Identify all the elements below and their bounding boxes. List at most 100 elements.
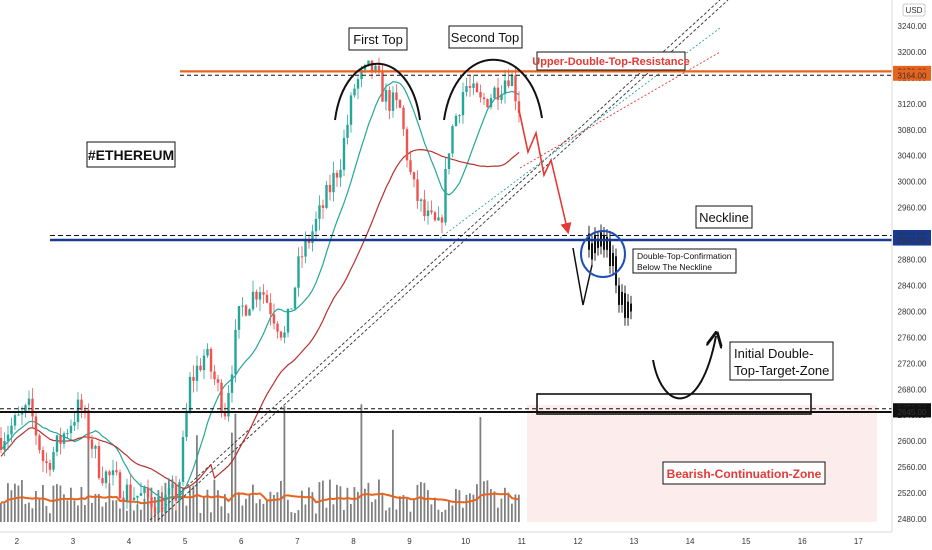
volume-bar xyxy=(94,493,97,522)
volume-bar xyxy=(140,509,142,522)
trend-line xyxy=(149,0,721,521)
volume-bar xyxy=(248,494,251,522)
candle-body xyxy=(489,98,493,108)
volume-bar xyxy=(462,507,464,522)
target-zone-label: Initial Double- Top-Target-Zone xyxy=(729,341,834,381)
volume-bar xyxy=(413,498,415,522)
candle-body xyxy=(412,172,416,180)
volume-bar xyxy=(42,484,44,522)
trend-line xyxy=(157,0,729,521)
price-tag xyxy=(893,69,931,81)
candle-body xyxy=(416,179,419,202)
volume-bar xyxy=(119,508,121,522)
second-top-label: Second Top xyxy=(448,25,523,49)
volume-bar xyxy=(364,488,366,522)
projected-candle-body xyxy=(606,236,608,250)
candle-body xyxy=(164,494,167,512)
volume-bar xyxy=(182,488,184,522)
volume-bar xyxy=(273,494,275,522)
candle-body xyxy=(62,433,66,444)
price-tick-label: 2600.00 xyxy=(898,437,927,446)
volume-bar xyxy=(206,489,209,522)
candle-body xyxy=(80,399,83,410)
volume-bar xyxy=(451,505,454,522)
candle-body xyxy=(258,292,262,300)
candle-body xyxy=(118,472,122,499)
candle-body xyxy=(48,462,52,470)
candle-body xyxy=(262,292,265,295)
price-tick-label: 2760.00 xyxy=(898,333,927,342)
projected-candle-body xyxy=(615,256,617,286)
volume-bar xyxy=(52,485,55,522)
candle-body xyxy=(395,92,398,101)
time-axis: 2 3 4 5 6 7 8 9 10 11 12 13 14 15 16 17 xyxy=(0,531,892,546)
candle-body xyxy=(31,398,34,417)
resistance-label: Upper-Double-Top-Resistance xyxy=(532,51,690,71)
candle-body xyxy=(101,478,104,484)
candle-body xyxy=(45,461,48,463)
candle-body xyxy=(83,409,87,411)
bearish-zone-label: Bearish-Continuation-Zone xyxy=(662,461,826,485)
volume-bar xyxy=(511,503,513,522)
volume-bar xyxy=(252,484,254,522)
candle-body xyxy=(283,332,286,338)
candle-body xyxy=(384,90,388,102)
projected-candle-body xyxy=(594,234,596,254)
volume-bar xyxy=(329,479,331,522)
candle-body xyxy=(146,487,150,498)
volume-bar xyxy=(196,435,198,522)
candle-body xyxy=(174,484,178,501)
price-candles xyxy=(0,57,632,521)
time-tick-labels: 2 3 4 5 6 7 8 9 10 11 12 13 14 15 16 17 xyxy=(15,537,864,546)
candle-body xyxy=(440,217,444,223)
volume-bar xyxy=(283,405,286,522)
price-tick-label: 3200.00 xyxy=(898,48,927,57)
candle-body xyxy=(178,481,181,501)
candle-body xyxy=(276,323,279,332)
candle-body xyxy=(451,126,454,154)
candle-body xyxy=(339,169,342,178)
volume-bar xyxy=(112,500,114,522)
volume-bar xyxy=(192,485,195,522)
candle-body xyxy=(27,398,31,406)
volume-bar xyxy=(493,491,496,522)
volume-bar xyxy=(402,495,405,522)
candle-body xyxy=(167,487,171,495)
volume-bar xyxy=(430,504,433,522)
volume-bar xyxy=(507,492,510,522)
projected-candle-body xyxy=(630,303,632,312)
volume-bar xyxy=(427,490,429,522)
time-tick-label: 15 xyxy=(742,537,751,546)
candle-body xyxy=(465,86,468,93)
candle-body xyxy=(195,365,199,381)
candle-body xyxy=(314,218,318,232)
v-recovery-path xyxy=(572,247,593,306)
candle-body xyxy=(454,115,458,127)
candle-body xyxy=(367,60,370,66)
resistance-label-text: Upper-Double-Top-Resistance xyxy=(532,56,689,68)
volume-bar xyxy=(465,494,468,522)
volume-bar xyxy=(409,511,412,522)
candle-body xyxy=(108,471,111,476)
candle-body xyxy=(472,83,475,88)
bearish-projection-arrow xyxy=(518,109,572,235)
volume-bar xyxy=(122,497,125,522)
volume-bar xyxy=(185,505,188,522)
price-tick-label: 2880.00 xyxy=(898,256,927,265)
price-tick-label: 2480.00 xyxy=(898,515,927,524)
time-tick-label: 16 xyxy=(798,537,807,546)
candle-body xyxy=(510,75,514,86)
volume-bar xyxy=(66,500,69,522)
volume-bar xyxy=(287,499,289,522)
volume-bar xyxy=(21,480,23,522)
volume-bar xyxy=(448,501,450,522)
volume-bar xyxy=(301,490,303,522)
volume-bar xyxy=(444,509,447,522)
candle-body xyxy=(433,212,437,221)
volume-bar xyxy=(406,498,408,522)
candle-body xyxy=(181,437,185,482)
volume-bar xyxy=(35,490,37,522)
double-top-arcs xyxy=(334,58,543,121)
candle-body xyxy=(66,433,69,435)
candle-body xyxy=(192,376,195,381)
